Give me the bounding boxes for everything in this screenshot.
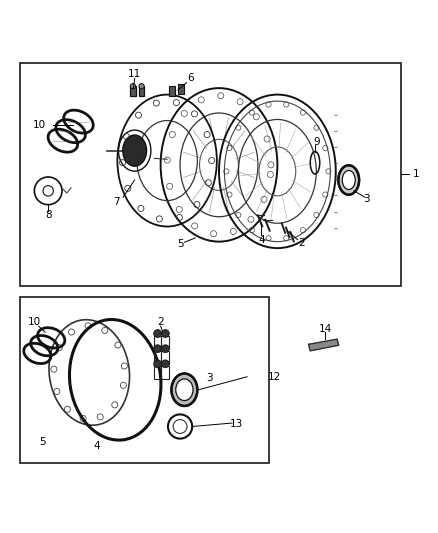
Polygon shape	[308, 339, 339, 351]
Bar	[154, 351, 162, 364]
Bar	[154, 366, 162, 379]
Ellipse shape	[171, 374, 198, 406]
Text: 2: 2	[298, 238, 304, 248]
Text: 11: 11	[128, 69, 141, 79]
Text: 3: 3	[364, 195, 370, 205]
Ellipse shape	[338, 165, 359, 195]
Circle shape	[162, 329, 169, 337]
Text: 10: 10	[33, 119, 46, 130]
Bar	[139, 86, 144, 96]
Circle shape	[154, 329, 162, 337]
Bar	[131, 86, 135, 96]
Text: 2: 2	[157, 317, 164, 327]
Circle shape	[154, 360, 162, 368]
Text: 8: 8	[45, 211, 52, 221]
Bar	[178, 84, 184, 93]
Text: 1: 1	[413, 168, 419, 179]
Circle shape	[162, 360, 169, 368]
Text: 3: 3	[206, 373, 213, 383]
Text: 13: 13	[230, 419, 243, 430]
Text: 10: 10	[27, 317, 40, 327]
Text: 9: 9	[313, 137, 320, 147]
Text: 5: 5	[39, 437, 46, 447]
Circle shape	[139, 84, 144, 89]
Ellipse shape	[123, 135, 147, 166]
Bar	[154, 336, 162, 349]
Bar	[169, 86, 175, 96]
Bar	[162, 351, 169, 364]
Bar	[162, 336, 169, 349]
Text: 7: 7	[113, 197, 120, 207]
Ellipse shape	[342, 171, 355, 190]
Bar	[20, 63, 401, 286]
Bar	[20, 297, 269, 463]
Circle shape	[131, 84, 135, 89]
Text: 5: 5	[177, 239, 184, 249]
Text: 14: 14	[318, 324, 332, 334]
Text: 4: 4	[259, 235, 265, 245]
Circle shape	[154, 345, 162, 352]
Circle shape	[162, 345, 169, 352]
Text: 6: 6	[187, 74, 194, 83]
Text: 12: 12	[268, 372, 281, 382]
Ellipse shape	[176, 379, 193, 401]
Bar	[162, 366, 169, 379]
Text: 4: 4	[94, 441, 100, 451]
